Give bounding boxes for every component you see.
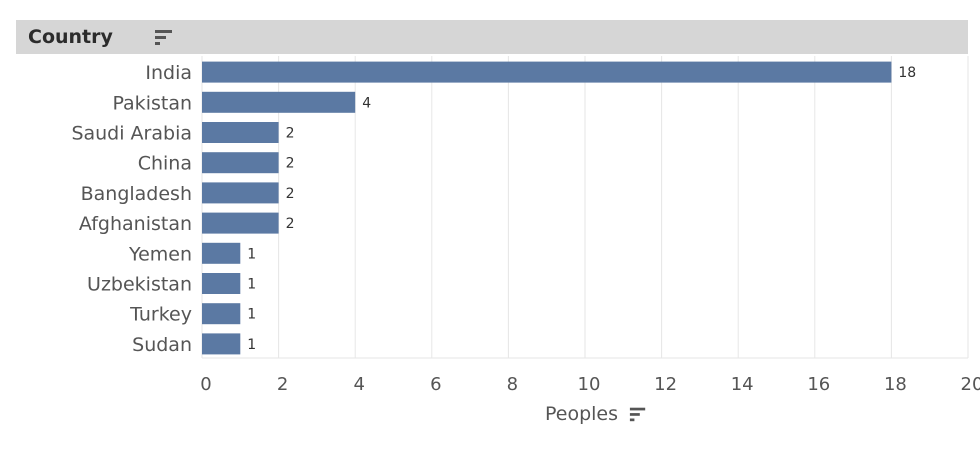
x-axis-ticks: 0 2 4 6 8 10 12 14 16 18 20	[200, 374, 980, 395]
x-tick-label: 2	[277, 374, 288, 395]
x-tick-label: 4	[353, 374, 364, 395]
x-tick-label: 0	[200, 374, 211, 395]
grid-lines	[201, 56, 969, 359]
category-label: Turkey	[129, 304, 192, 326]
category-labels: India Pakistan Saudi Arabia China Bangladesh…	[71, 62, 192, 356]
x-tick-label: 18	[884, 374, 907, 395]
bar[interactable]	[202, 242, 241, 264]
sort-icon[interactable]	[629, 405, 647, 423]
category-label: Bangladesh	[81, 183, 192, 205]
bar[interactable]	[202, 212, 279, 234]
data-label: 18	[898, 65, 916, 81]
data-label: 4	[362, 95, 371, 111]
bar[interactable]	[202, 273, 241, 294]
bar[interactable]	[202, 182, 279, 204]
x-tick-label: 20	[961, 374, 980, 395]
column-header-label: Country	[28, 26, 113, 48]
sort-icon[interactable]	[154, 27, 174, 47]
x-tick-label: 6	[430, 374, 441, 395]
bars	[202, 61, 892, 355]
category-label: Pakistan	[112, 92, 192, 114]
bar[interactable]	[202, 122, 279, 143]
x-tick-label: 8	[507, 374, 518, 395]
data-label: 1	[247, 246, 256, 262]
bar[interactable]	[202, 152, 279, 174]
category-label: Saudi Arabia	[71, 123, 192, 145]
data-label: 2	[286, 126, 295, 142]
x-tick-label: 12	[654, 374, 677, 395]
column-header-band: Country	[16, 20, 968, 54]
data-label: 2	[286, 216, 295, 232]
data-label: 2	[286, 156, 295, 172]
category-label: India	[145, 62, 192, 84]
bar[interactable]	[202, 303, 241, 325]
x-axis-title: Peoples	[545, 403, 647, 427]
bar[interactable]	[202, 91, 356, 113]
data-label: 2	[286, 186, 295, 202]
category-label: Afghanistan	[79, 213, 192, 235]
data-labels: 18 4 2 2 2 2 1 1 1 1	[247, 65, 916, 353]
category-label: Sudan	[132, 334, 192, 356]
bar[interactable]	[202, 333, 241, 355]
category-label: Uzbekistan	[87, 274, 192, 296]
category-label: Yemen	[128, 243, 192, 265]
category-label: China	[138, 153, 192, 175]
x-tick-label: 10	[578, 374, 601, 395]
data-label: 1	[247, 307, 256, 323]
bar[interactable]	[202, 61, 892, 83]
x-axis-title-text: Peoples	[545, 403, 619, 425]
data-label: 1	[247, 277, 256, 293]
x-tick-label: 16	[807, 374, 830, 395]
data-label: 1	[247, 337, 256, 353]
x-tick-label: 14	[731, 374, 754, 395]
